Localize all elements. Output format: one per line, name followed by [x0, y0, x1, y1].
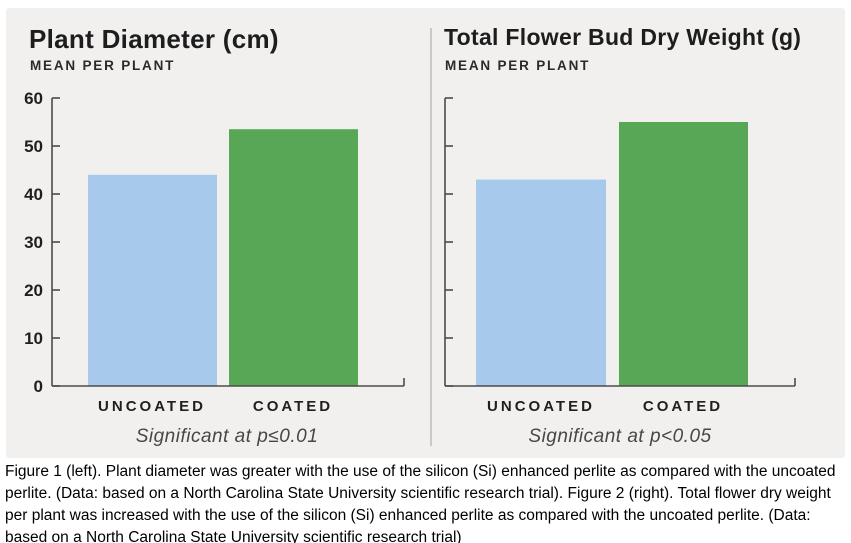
y-tick-label: 40 [24, 185, 43, 204]
chart-flower-bud-dry-weight: Total Flower Bud Dry Weight (g) MEAN PER… [431, 8, 845, 458]
chart-subtitle: MEAN PER PLANT [30, 58, 176, 73]
axes [444, 97, 796, 387]
bar-uncoated [476, 179, 606, 386]
bar-plot [444, 97, 796, 387]
axes [51, 97, 405, 387]
chart-plant-diameter: Plant Diameter (cm) MEAN PER PLANT 0 10 20… [6, 8, 430, 458]
y-tick-label: 30 [24, 233, 43, 252]
category-label-coated: COATED [642, 398, 724, 415]
figure-caption: Figure 1 (left). Plant diameter was grea… [5, 463, 836, 543]
y-tick-label: 60 [24, 89, 43, 108]
y-tick-label: 0 [34, 377, 43, 396]
bar-coated [619, 122, 748, 386]
charts-panel: Plant Diameter (cm) MEAN PER PLANT 0 10 20… [6, 8, 845, 458]
chart-title: Plant Diameter (cm) [29, 24, 279, 54]
y-tick-label: 10 [24, 329, 43, 348]
category-label-uncoated: UNCOATED [98, 398, 206, 415]
y-tick-label: 20 [24, 281, 43, 300]
category-label-coated: COATED [252, 398, 334, 415]
bar-uncoated [88, 174, 217, 386]
bar-plot: 0 10 20 30 40 50 60 [24, 89, 405, 396]
chart-title: Total Flower Bud Dry Weight (g) [444, 24, 802, 50]
y-tick-label: 50 [24, 137, 43, 156]
significance-note: Significant at p≤0.01 [135, 426, 319, 447]
significance-note: Significant at p<0.05 [528, 426, 712, 447]
category-label-uncoated: UNCOATED [487, 398, 595, 415]
bar-coated [229, 129, 358, 386]
chart-subtitle: MEAN PER PLANT [445, 58, 591, 73]
chart-divider [430, 28, 432, 446]
